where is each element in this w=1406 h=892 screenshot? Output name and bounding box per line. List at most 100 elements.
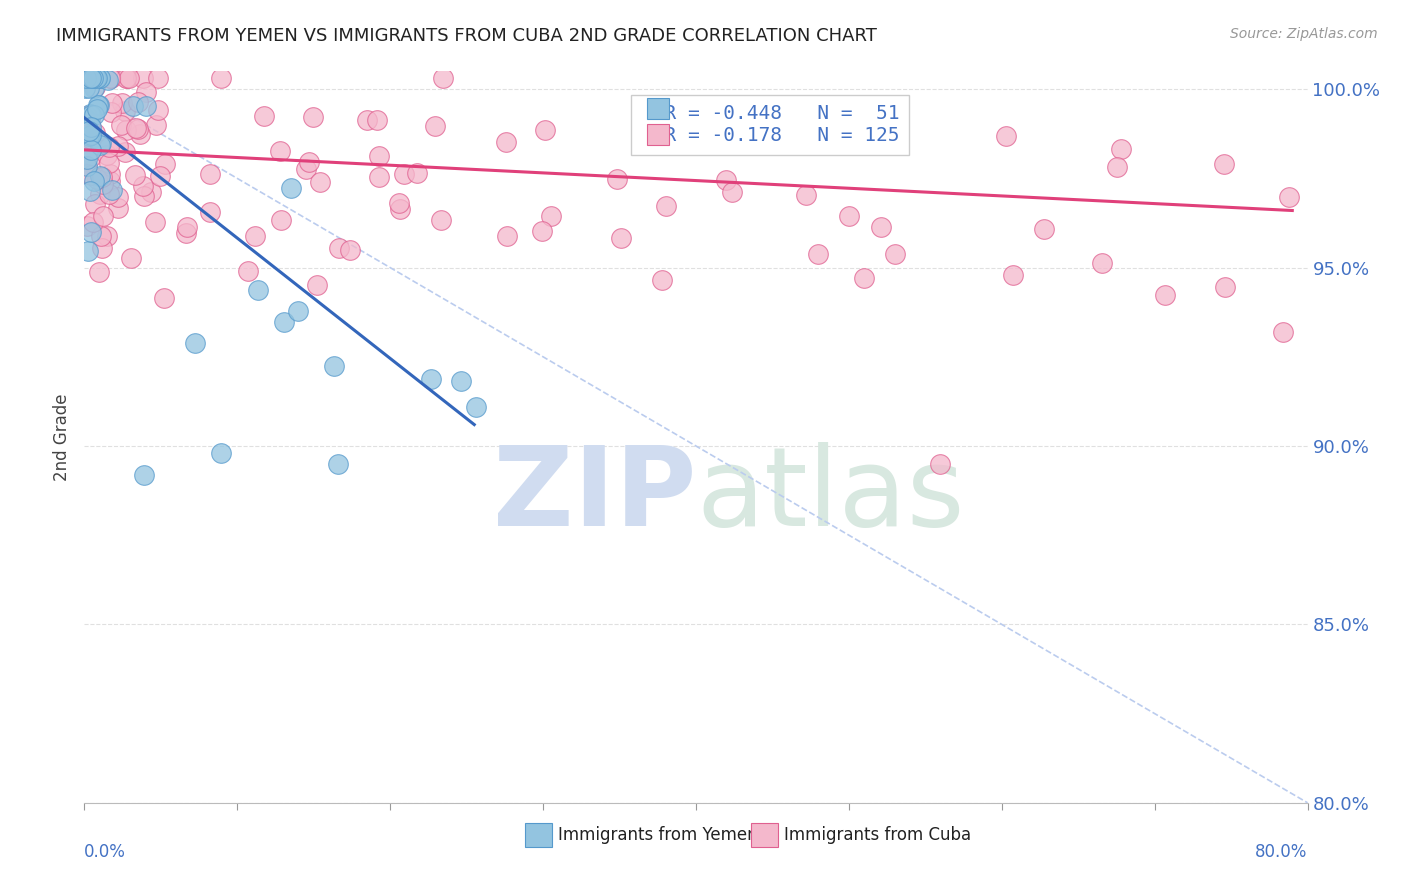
Point: [86, 102, 108, 116]
Point: [883, 247, 905, 261]
Point: [90, 229, 112, 244]
Point: [800, 106, 823, 120]
Point: [107, 201, 129, 215]
Point: [651, 273, 673, 287]
Point: [308, 176, 330, 190]
Point: [796, 188, 818, 202]
Point: [101, 96, 124, 111]
Point: [79, 184, 101, 198]
Point: [121, 99, 143, 113]
Point: [127, 95, 149, 109]
Point: [79, 116, 101, 130]
Point: [100, 71, 122, 86]
Text: ZIP: ZIP: [492, 442, 696, 549]
Point: [305, 278, 328, 293]
Point: [111, 95, 134, 110]
Point: [77, 129, 100, 144]
Point: [432, 71, 454, 86]
Point: [80, 169, 103, 183]
Point: [83, 196, 105, 211]
Point: [392, 167, 415, 181]
Point: [91, 177, 114, 191]
Point: [82, 71, 104, 86]
Text: IMMIGRANTS FROM YEMEN VS IMMIGRANTS FROM CUBA 2ND GRADE CORRELATION CHART: IMMIGRANTS FROM YEMEN VS IMMIGRANTS FROM…: [56, 27, 877, 45]
Point: [97, 156, 120, 170]
Point: [91, 241, 114, 255]
Point: [83, 81, 105, 95]
Point: [118, 71, 141, 86]
Point: [89, 71, 111, 86]
Point: [89, 71, 111, 86]
Point: [870, 220, 893, 235]
Point: [388, 196, 411, 211]
Point: [273, 315, 295, 329]
Point: [87, 71, 110, 86]
Point: [368, 148, 391, 162]
Point: [114, 123, 136, 137]
Point: [132, 179, 155, 194]
Point: [80, 143, 103, 157]
Point: [152, 292, 174, 306]
Point: [114, 145, 136, 160]
Bar: [524, 823, 551, 847]
Point: [107, 139, 129, 153]
Point: [465, 400, 488, 414]
Point: [76, 160, 98, 174]
Point: [79, 151, 101, 165]
Point: [610, 231, 633, 245]
Point: [80, 71, 103, 86]
Point: [287, 304, 309, 318]
Point: [135, 85, 157, 99]
Point: [328, 457, 350, 471]
Point: [655, 199, 678, 213]
Point: [82, 71, 104, 86]
Point: [495, 135, 517, 149]
Point: [91, 169, 114, 184]
Point: [145, 119, 167, 133]
Point: [149, 169, 172, 184]
Point: [406, 166, 429, 180]
Point: [84, 126, 107, 140]
Point: [176, 220, 198, 235]
Point: [100, 105, 122, 120]
Point: [84, 71, 107, 86]
Point: [1272, 325, 1295, 339]
Point: [98, 71, 121, 86]
Point: [1001, 268, 1024, 282]
Point: [496, 228, 519, 243]
Point: [76, 109, 98, 123]
Point: [238, 264, 260, 278]
Point: [80, 120, 103, 135]
Point: [125, 121, 148, 136]
Point: [97, 187, 120, 202]
Point: [198, 167, 221, 181]
Point: [107, 190, 129, 204]
Point: [110, 118, 132, 132]
Point: [76, 71, 98, 86]
Point: [1091, 256, 1114, 270]
Point: [366, 113, 388, 128]
Point: [540, 209, 562, 223]
Text: 80.0%: 80.0%: [1256, 843, 1308, 861]
Point: [76, 219, 98, 233]
Point: [253, 109, 276, 123]
Point: [430, 213, 453, 227]
Point: [79, 107, 101, 121]
Point: [323, 359, 346, 373]
Text: R = -0.448   N =  51
  R = -0.178   N = 125: R = -0.448 N = 51 R = -0.178 N = 125: [641, 104, 900, 145]
Point: [86, 71, 108, 86]
Point: [280, 181, 302, 195]
Point: [80, 226, 103, 240]
Point: [96, 73, 118, 87]
Point: [247, 283, 270, 297]
Bar: [647, 124, 669, 145]
Point: [79, 107, 101, 121]
Point: [76, 167, 98, 181]
Point: [84, 79, 107, 94]
Point: [83, 108, 105, 122]
Point: [129, 128, 152, 142]
Point: [184, 335, 207, 350]
Point: [89, 187, 111, 202]
Point: [174, 226, 197, 240]
Text: Immigrants from Yemen: Immigrants from Yemen: [558, 826, 758, 844]
